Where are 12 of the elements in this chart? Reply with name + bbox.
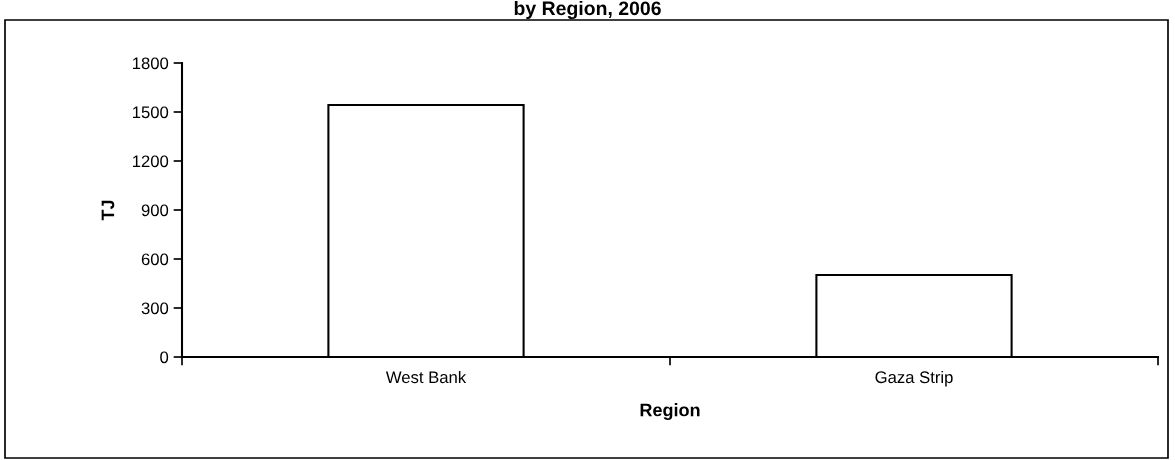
y-tick-label: 600	[141, 253, 169, 266]
y-tick-label: 1200	[133, 155, 169, 168]
x-tick-label: Gaza Strip	[875, 370, 953, 387]
y-tick-label: 900	[141, 204, 169, 217]
y-axis-title: TJ	[101, 200, 115, 221]
y-tick-label: 1500	[133, 106, 169, 119]
x-axis-title: Region	[640, 403, 700, 420]
x-tick-label: West Bank	[385, 370, 467, 384]
chart-title: by Region, 2006	[514, 0, 661, 20]
y-tick-label: 0	[160, 351, 169, 364]
y-tick-label: 1800	[133, 57, 169, 70]
y-tick-label: 300	[141, 302, 169, 315]
